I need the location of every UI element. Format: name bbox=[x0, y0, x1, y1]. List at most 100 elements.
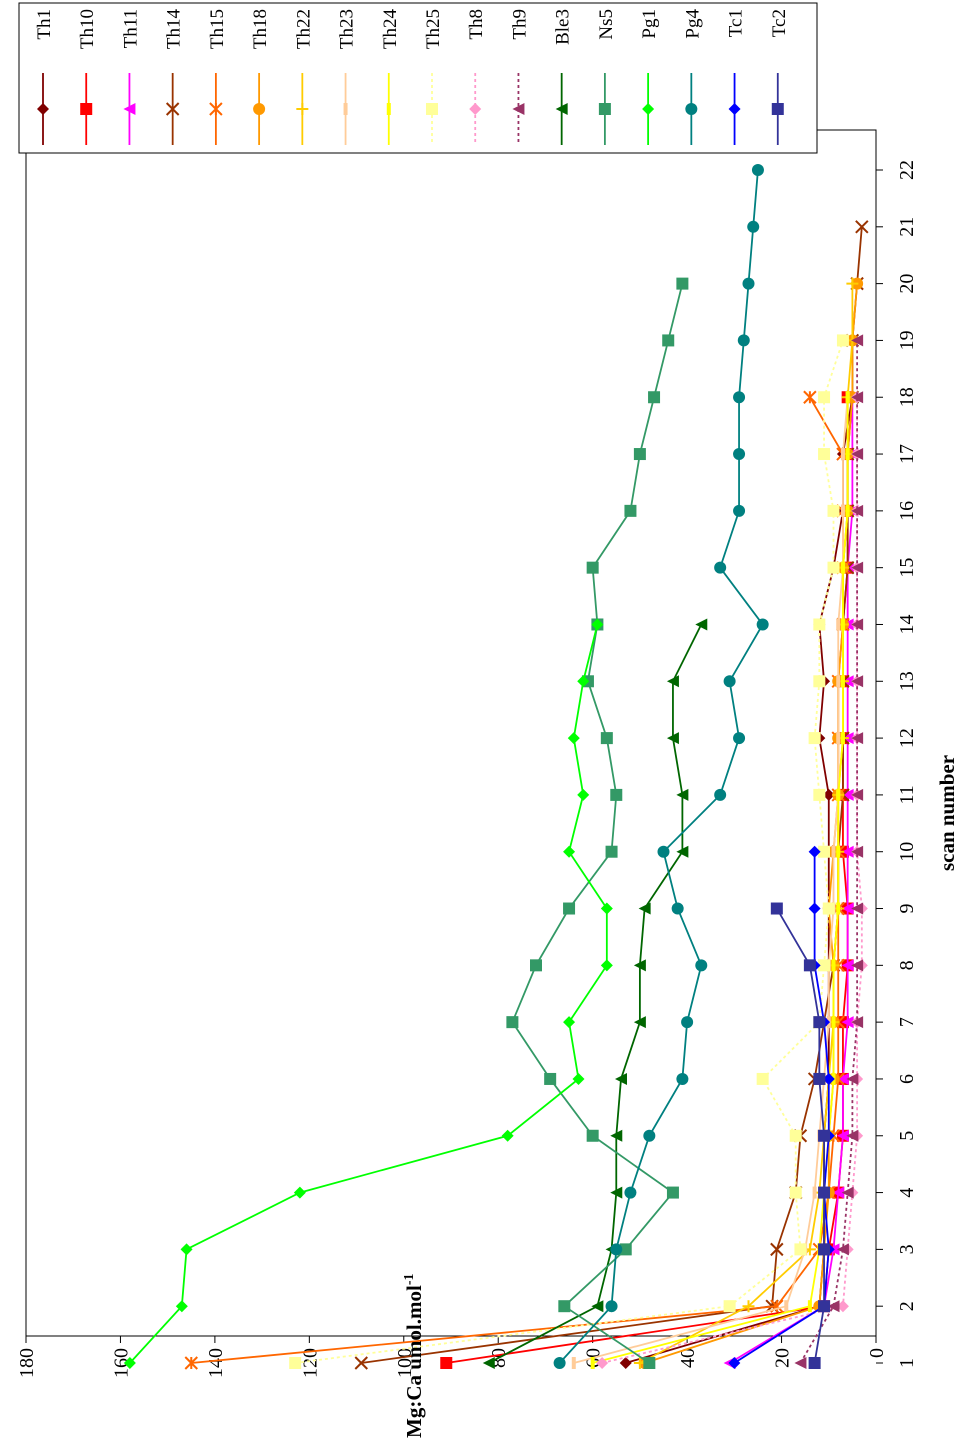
data-point bbox=[681, 1016, 694, 1029]
legend-entry: Th15 bbox=[207, 9, 228, 145]
data-point bbox=[648, 391, 661, 404]
y-tick-label: 20 bbox=[772, 1348, 794, 1368]
data-point bbox=[343, 103, 348, 115]
x-tick-label: 22 bbox=[896, 160, 918, 180]
series-th24 bbox=[590, 391, 850, 1369]
data-point bbox=[836, 1129, 849, 1142]
legend-entry: Th11 bbox=[120, 9, 141, 145]
data-point bbox=[742, 277, 755, 290]
data-point bbox=[733, 732, 746, 745]
data-point bbox=[563, 1016, 576, 1029]
data-point bbox=[426, 103, 438, 115]
data-point bbox=[676, 788, 689, 801]
legend-entry: Pg1 bbox=[639, 9, 660, 145]
data-point bbox=[818, 1300, 831, 1313]
data-point bbox=[831, 959, 836, 972]
y-axis-title-superscript: -1 bbox=[402, 1274, 417, 1286]
data-point bbox=[851, 391, 864, 404]
data-point bbox=[662, 334, 675, 347]
data-point bbox=[827, 1300, 840, 1313]
data-point bbox=[296, 103, 309, 115]
series-line bbox=[191, 396, 844, 1364]
x-tick-label: 2 bbox=[896, 1301, 918, 1311]
series-line bbox=[129, 624, 608, 1364]
legend-entry: Th25 bbox=[423, 9, 444, 145]
data-point bbox=[600, 902, 613, 915]
data-point bbox=[841, 959, 854, 972]
data-point bbox=[586, 561, 599, 574]
legend-label: Ns5 bbox=[596, 9, 617, 40]
data-point bbox=[624, 1186, 637, 1199]
data-point bbox=[676, 277, 689, 290]
axis-titles: scan number Mg:Ca umol.mol-1 bbox=[402, 755, 959, 1438]
legend-label: Pg4 bbox=[682, 9, 703, 39]
data-point bbox=[469, 103, 482, 115]
data-point bbox=[851, 902, 864, 915]
series-ble3 bbox=[482, 618, 708, 1369]
y-tick-label: 180 bbox=[16, 1348, 38, 1378]
data-point bbox=[610, 1186, 623, 1199]
data-point bbox=[676, 1072, 689, 1085]
x-tick-label: 21 bbox=[896, 217, 918, 237]
data-point bbox=[851, 845, 864, 858]
legend-label: Ble3 bbox=[553, 9, 574, 45]
data-point bbox=[851, 732, 864, 745]
legend-entry: Th14 bbox=[164, 9, 185, 145]
series-line bbox=[733, 851, 830, 1364]
series-line bbox=[488, 624, 703, 1364]
legend-label: Th15 bbox=[207, 9, 228, 49]
data-point bbox=[807, 1300, 812, 1313]
legend-entry: Th22 bbox=[293, 9, 314, 145]
legend-label: Th9 bbox=[509, 9, 530, 40]
data-point bbox=[728, 103, 741, 115]
data-point bbox=[845, 391, 850, 404]
data-point bbox=[845, 504, 850, 517]
legend-entry: Th8 bbox=[466, 9, 487, 145]
series-tc2 bbox=[770, 902, 831, 1369]
series-th15 bbox=[184, 390, 850, 1370]
data-point bbox=[723, 675, 736, 688]
y-axis-title: Mg:Ca umol.mol-1 bbox=[402, 1274, 426, 1439]
data-point bbox=[619, 1243, 632, 1256]
data-point bbox=[624, 504, 637, 517]
x-tick-label: 18 bbox=[896, 387, 918, 407]
data-point bbox=[813, 675, 826, 688]
data-point bbox=[80, 103, 93, 115]
x-tick-label: 11 bbox=[896, 785, 918, 804]
data-point bbox=[723, 1300, 736, 1313]
data-point bbox=[657, 845, 670, 858]
legend-label: Tc2 bbox=[769, 9, 790, 37]
legend-label: Th18 bbox=[250, 9, 271, 49]
legend-label: Th22 bbox=[293, 9, 314, 49]
x-tick-label: 10 bbox=[896, 842, 918, 862]
data-point bbox=[846, 1129, 859, 1142]
data-point bbox=[714, 788, 727, 801]
data-point bbox=[666, 1186, 679, 1199]
data-point bbox=[822, 788, 835, 801]
data-point bbox=[37, 103, 49, 115]
legend-entry: Ble3 bbox=[553, 9, 574, 145]
legend-label: Th14 bbox=[164, 9, 185, 50]
data-point bbox=[676, 845, 689, 858]
data-point bbox=[794, 1357, 807, 1369]
data-point bbox=[808, 902, 821, 915]
legend-label: Tc1 bbox=[726, 9, 747, 37]
data-point bbox=[851, 675, 864, 688]
data-point bbox=[633, 448, 646, 461]
legend-label: Th24 bbox=[380, 9, 401, 50]
data-point bbox=[851, 788, 864, 801]
y-tick-label: 40 bbox=[677, 1348, 699, 1368]
data-point bbox=[555, 103, 568, 115]
data-point bbox=[813, 1072, 826, 1085]
data-point bbox=[590, 1357, 595, 1369]
x-tick-label: 6 bbox=[896, 1074, 918, 1084]
x-axis-title: scan number bbox=[935, 755, 959, 871]
data-point bbox=[784, 1300, 789, 1313]
plot-frame bbox=[25, 129, 877, 1337]
data-point bbox=[175, 1300, 188, 1313]
data-point bbox=[591, 618, 604, 631]
data-point bbox=[831, 1016, 836, 1029]
legend-label: Th8 bbox=[466, 9, 487, 40]
data-point bbox=[563, 845, 576, 858]
